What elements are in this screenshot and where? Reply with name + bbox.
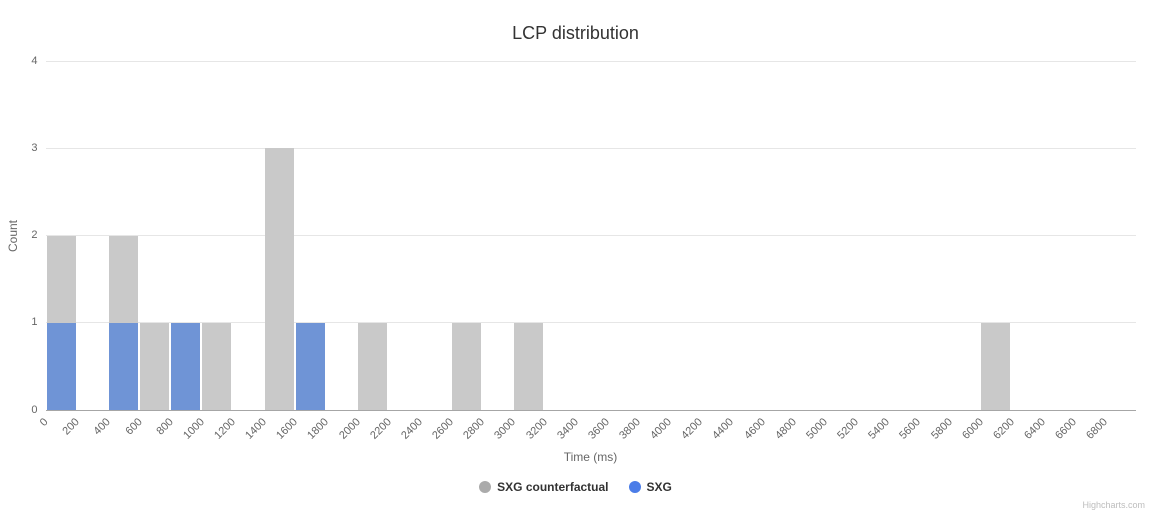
bar-sxg-counterfactual (139, 322, 170, 410)
x-tick-label: 3400 (554, 416, 581, 442)
bar-sxg-counterfactual (358, 322, 388, 410)
x-tick-label: 6800 (1084, 416, 1111, 442)
x-tick-label: 600 (122, 416, 145, 438)
legend-item-sxg[interactable]: SXG (628, 480, 672, 494)
y-tick-label: 3 (31, 141, 38, 154)
x-tick-label: 6400 (1022, 416, 1049, 442)
x-tick-label: 2200 (367, 416, 394, 442)
x-tick-label: 6600 (1053, 416, 1080, 442)
y-gridline (45, 235, 1136, 236)
legend-marker-icon (628, 481, 641, 493)
x-tick-label: 1600 (274, 416, 301, 442)
y-gridline (45, 322, 1136, 324)
x-tick-label: 1200 (212, 416, 238, 442)
highcharts-credit[interactable]: Highcharts.com (1082, 500, 1145, 510)
x-tick-label: 4600 (741, 416, 768, 442)
bar-sxg-counterfactual (202, 322, 232, 410)
x-tick-label: 4200 (679, 416, 706, 442)
x-tick-label: 6000 (959, 416, 986, 442)
x-tick-label: 1800 (305, 416, 332, 442)
x-tick-label: 4800 (772, 416, 799, 442)
x-axis-line (45, 410, 1136, 411)
y-gridline (45, 147, 1136, 149)
bar-sxg-counterfactual (451, 322, 481, 410)
y-gridline (45, 60, 1136, 62)
y-tick-label: 2 (31, 229, 38, 241)
x-tick-label: 1000 (180, 416, 207, 442)
bar-sxg-counterfactual (264, 148, 294, 410)
x-tick-label: 6200 (991, 416, 1017, 442)
y-tick-label: 4 (31, 54, 38, 67)
x-tick-label: 5800 (928, 416, 955, 442)
x-tick-label: 3200 (523, 416, 550, 442)
x-axis-title: Time (ms) (563, 450, 618, 464)
x-tick-label: 5400 (866, 416, 893, 442)
bar-sxg (46, 322, 76, 410)
x-tick-label: 4000 (648, 416, 675, 442)
chart-title: LCP distribution (512, 23, 639, 43)
legend-item-sxg-counterfactual[interactable]: SXG counterfactual (479, 480, 609, 494)
x-tick-label: 5000 (804, 416, 830, 442)
x-tick-label: 0 (38, 416, 51, 429)
y-tick-label: 1 (31, 316, 38, 329)
x-tick-label: 2600 (430, 416, 457, 442)
legend-marker-icon (479, 481, 492, 493)
x-tick-label: 3600 (586, 416, 612, 442)
x-tick-label: 2400 (399, 416, 425, 442)
x-tick-label: 2800 (461, 416, 488, 442)
x-tick-label: 4400 (710, 416, 737, 442)
legend-label: SXG counterfactual (497, 480, 609, 494)
legend: SXG counterfactual SXG (0, 480, 1151, 494)
bar-sxg (108, 322, 138, 410)
y-tick-label: 0 (31, 403, 38, 416)
bar-sxg-counterfactual (513, 322, 543, 410)
x-tick-label: 3000 (492, 416, 519, 442)
bar-sxg (171, 322, 201, 410)
x-tick-label: 1400 (243, 416, 270, 442)
x-tick-label: 400 (91, 416, 114, 438)
x-tick-label: 5600 (897, 416, 924, 442)
x-tick-label: 2000 (336, 416, 363, 442)
x-tick-label: 5200 (835, 416, 862, 442)
legend-label: SXG (646, 480, 672, 494)
x-tick-label: 800 (154, 416, 176, 438)
bar-sxg-counterfactual (981, 322, 1011, 410)
x-tick-label: 3800 (617, 416, 643, 442)
bar-sxg (295, 322, 325, 410)
x-tick-label: 200 (60, 416, 83, 438)
